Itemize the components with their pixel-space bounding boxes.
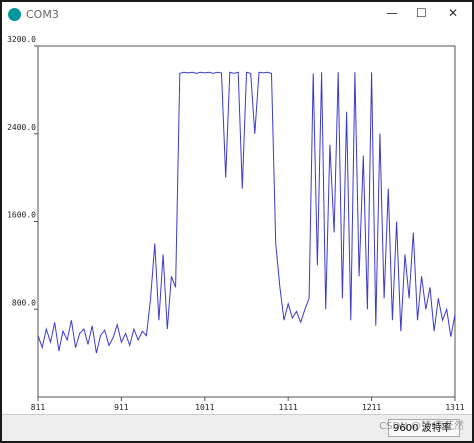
x-tick-label: 1311 xyxy=(445,403,464,412)
y-tick-label: 800.0 xyxy=(12,298,36,307)
x-tick-label: 1211 xyxy=(362,403,381,412)
x-tick-label: 1111 xyxy=(279,403,298,412)
status-bar: 9600 波特率 CSDN @梦·夜花然 xyxy=(2,414,472,441)
y-tick-label: 1600.0 xyxy=(7,211,36,220)
plot: 800.0 1600.0 2400.0 3200.0 811 911 1011 1111 121… xyxy=(7,35,465,412)
minimize-button[interactable]: — xyxy=(386,6,398,20)
x-tick-label: 1011 xyxy=(195,403,214,412)
window-title: COM3 xyxy=(26,8,59,21)
y-tick-label: 2400.0 xyxy=(7,123,36,132)
x-tick-label: 811 xyxy=(31,403,46,412)
y-tick-label: 3200.0 xyxy=(7,35,36,44)
watermark: CSDN @梦·夜花然 xyxy=(379,421,464,432)
close-button[interactable]: ✕ xyxy=(448,6,459,20)
baud-select[interactable]: 9600 波特率 xyxy=(388,419,460,437)
x-tick-label: 911 xyxy=(114,403,129,412)
maximize-button[interactable]: ☐ xyxy=(416,6,427,20)
plot-frame xyxy=(37,45,456,398)
app-icon xyxy=(8,8,21,21)
title-bar: COM3 — ☐ ✕ xyxy=(2,2,472,28)
data-line xyxy=(37,71,456,354)
